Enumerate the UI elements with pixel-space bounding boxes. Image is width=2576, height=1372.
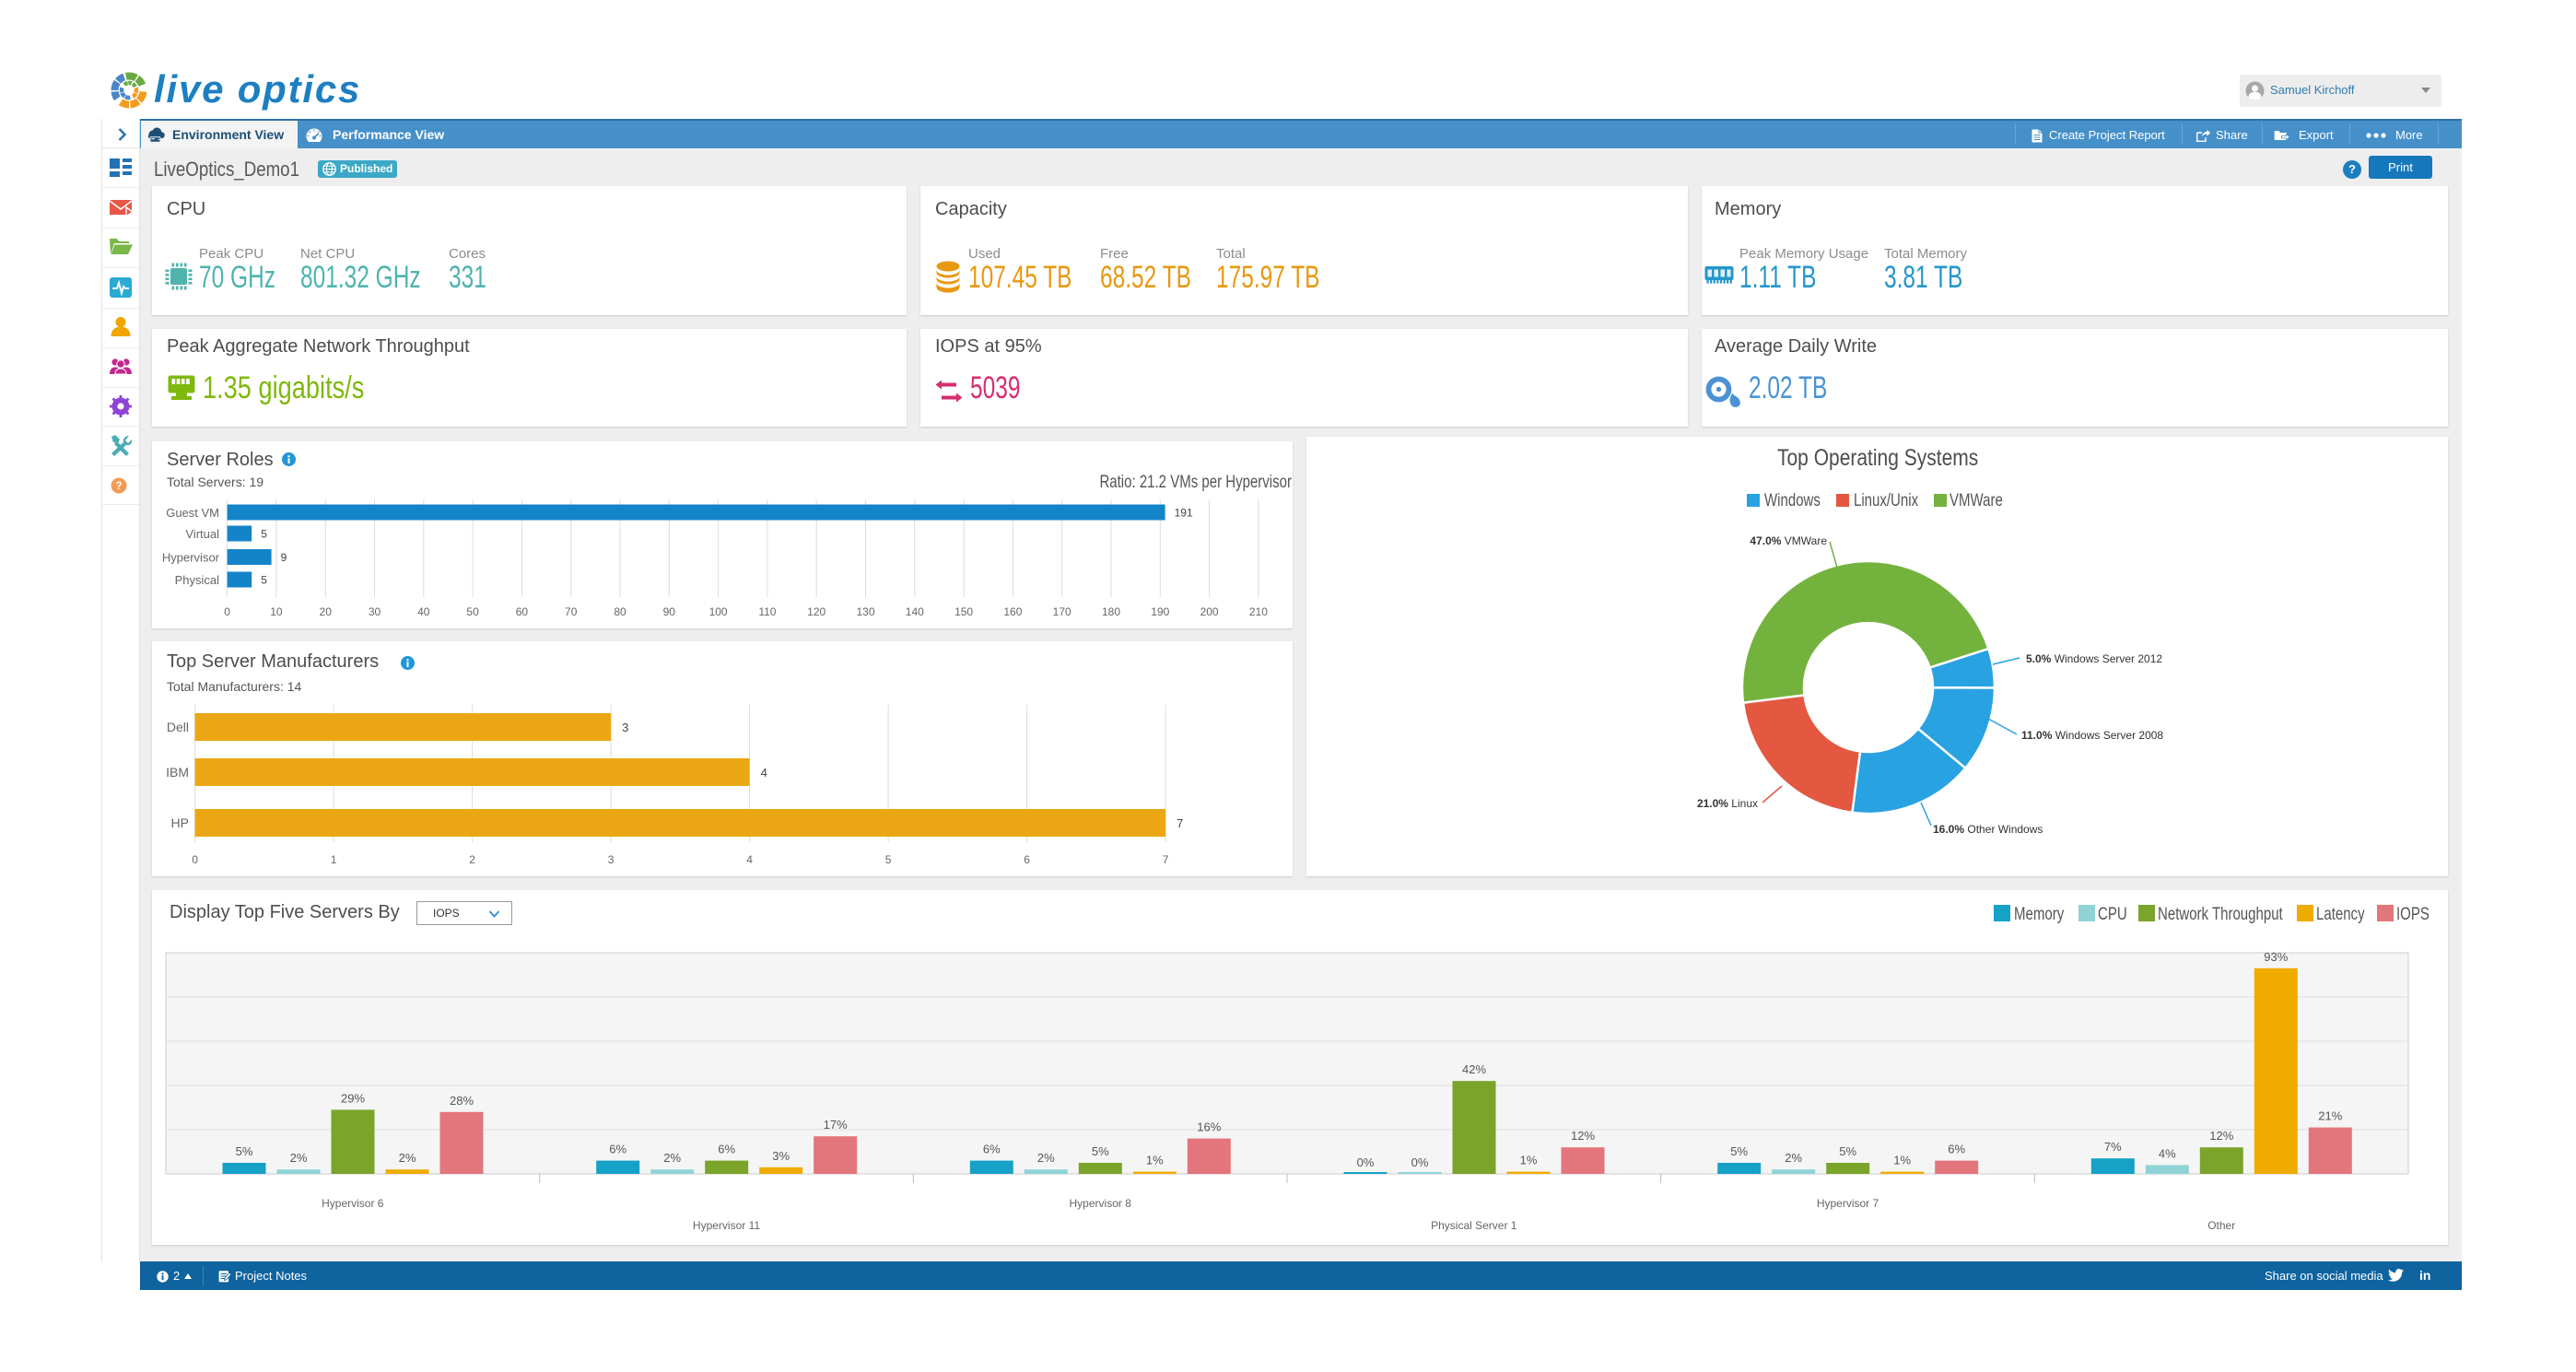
svg-text:5: 5 bbox=[261, 574, 267, 587]
svg-text:0%: 0% bbox=[1411, 1155, 1429, 1169]
svg-text:6%: 6% bbox=[609, 1143, 626, 1156]
svg-text:3: 3 bbox=[608, 853, 615, 866]
svg-text:100: 100 bbox=[709, 605, 728, 618]
svg-text:140: 140 bbox=[906, 605, 924, 618]
svg-text:7: 7 bbox=[1177, 816, 1183, 830]
svg-text:1%: 1% bbox=[1520, 1154, 1538, 1167]
svg-text:3%: 3% bbox=[772, 1149, 790, 1163]
svg-text:Other: Other bbox=[2207, 1219, 2235, 1232]
svg-text:60: 60 bbox=[516, 605, 529, 618]
svg-text:Physical: Physical bbox=[175, 573, 220, 587]
svg-text:2%: 2% bbox=[290, 1151, 308, 1165]
svg-text:5%: 5% bbox=[236, 1144, 253, 1158]
svg-text:6%: 6% bbox=[983, 1143, 1001, 1156]
svg-text:5%: 5% bbox=[1092, 1144, 1109, 1158]
svg-text:21%: 21% bbox=[2318, 1109, 2342, 1123]
svg-text:Hypervisor 7: Hypervisor 7 bbox=[1817, 1197, 1879, 1210]
svg-text:5: 5 bbox=[261, 528, 267, 541]
svg-text:HP: HP bbox=[171, 815, 189, 830]
svg-text:17%: 17% bbox=[824, 1118, 848, 1132]
svg-text:2%: 2% bbox=[663, 1151, 681, 1165]
svg-text:10: 10 bbox=[270, 605, 283, 618]
svg-text:Hypervisor 11: Hypervisor 11 bbox=[693, 1219, 760, 1232]
svg-text:IBM: IBM bbox=[166, 765, 189, 780]
svg-text:9: 9 bbox=[281, 551, 287, 564]
svg-text:Virtual: Virtual bbox=[185, 527, 219, 541]
svg-text:5.0% Windows Server 2012: 5.0% Windows Server 2012 bbox=[2026, 652, 2162, 665]
svg-text:47.0% VMWare: 47.0% VMWare bbox=[1750, 534, 1827, 547]
svg-text:150: 150 bbox=[954, 605, 973, 618]
svg-text:4: 4 bbox=[761, 766, 767, 780]
svg-text:6%: 6% bbox=[1948, 1143, 1965, 1156]
svg-text:42%: 42% bbox=[1462, 1062, 1486, 1076]
svg-text:1: 1 bbox=[331, 853, 337, 866]
svg-text:90: 90 bbox=[663, 605, 676, 618]
svg-text:80: 80 bbox=[614, 605, 626, 618]
svg-text:20: 20 bbox=[320, 605, 333, 618]
svg-text:11.0% Windows Server 2008: 11.0% Windows Server 2008 bbox=[2021, 729, 2163, 742]
svg-text:1%: 1% bbox=[1893, 1154, 1911, 1167]
svg-text:16%: 16% bbox=[1197, 1120, 1221, 1134]
svg-text:2: 2 bbox=[469, 853, 475, 866]
svg-text:5%: 5% bbox=[1730, 1144, 1748, 1158]
svg-text:Physical Server 1: Physical Server 1 bbox=[1431, 1219, 1517, 1232]
svg-text:21.0% Linux: 21.0% Linux bbox=[1697, 797, 1758, 810]
svg-text:30: 30 bbox=[369, 605, 381, 618]
svg-text:170: 170 bbox=[1053, 605, 1071, 618]
svg-text:Dell: Dell bbox=[167, 720, 189, 734]
svg-text:1%: 1% bbox=[1146, 1154, 1164, 1167]
svg-text:5: 5 bbox=[885, 853, 892, 866]
svg-text:2%: 2% bbox=[399, 1151, 416, 1165]
svg-text:7: 7 bbox=[1163, 853, 1169, 866]
svg-text:12%: 12% bbox=[1571, 1129, 1595, 1143]
svg-text:210: 210 bbox=[1249, 605, 1268, 618]
svg-text:16.0% Other Windows: 16.0% Other Windows bbox=[1933, 823, 2043, 836]
svg-text:6: 6 bbox=[1024, 853, 1030, 866]
svg-text:29%: 29% bbox=[341, 1091, 365, 1105]
svg-text:Guest VM: Guest VM bbox=[166, 506, 219, 520]
svg-text:110: 110 bbox=[758, 605, 776, 618]
svg-text:2%: 2% bbox=[1037, 1151, 1055, 1165]
svg-text:28%: 28% bbox=[450, 1094, 474, 1108]
svg-text:70: 70 bbox=[565, 605, 578, 618]
svg-text:160: 160 bbox=[1003, 605, 1022, 618]
svg-text:0: 0 bbox=[224, 605, 230, 618]
svg-text:?: ? bbox=[115, 479, 122, 492]
svg-text:3: 3 bbox=[622, 721, 628, 734]
svg-text:0: 0 bbox=[192, 853, 198, 866]
svg-text:6%: 6% bbox=[718, 1143, 735, 1156]
svg-text:0%: 0% bbox=[1357, 1155, 1375, 1169]
svg-text:12%: 12% bbox=[2209, 1129, 2233, 1143]
svg-text:200: 200 bbox=[1200, 605, 1219, 618]
svg-text:120: 120 bbox=[807, 605, 825, 618]
svg-text:191: 191 bbox=[1175, 507, 1193, 520]
svg-text:2%: 2% bbox=[1785, 1151, 1802, 1165]
svg-text:4: 4 bbox=[746, 853, 753, 866]
svg-text:4%: 4% bbox=[2159, 1146, 2176, 1160]
svg-text:190: 190 bbox=[1151, 605, 1169, 618]
svg-text:5%: 5% bbox=[1839, 1144, 1856, 1158]
svg-text:Hypervisor: Hypervisor bbox=[162, 551, 220, 565]
svg-text:130: 130 bbox=[856, 605, 874, 618]
svg-text:180: 180 bbox=[1102, 605, 1120, 618]
svg-text:40: 40 bbox=[417, 605, 430, 618]
svg-text:7%: 7% bbox=[2104, 1140, 2122, 1154]
svg-text:50: 50 bbox=[466, 605, 479, 618]
svg-text:Hypervisor 8: Hypervisor 8 bbox=[1070, 1197, 1132, 1210]
svg-text:93%: 93% bbox=[2264, 950, 2288, 964]
svg-text:Hypervisor 6: Hypervisor 6 bbox=[322, 1197, 384, 1210]
